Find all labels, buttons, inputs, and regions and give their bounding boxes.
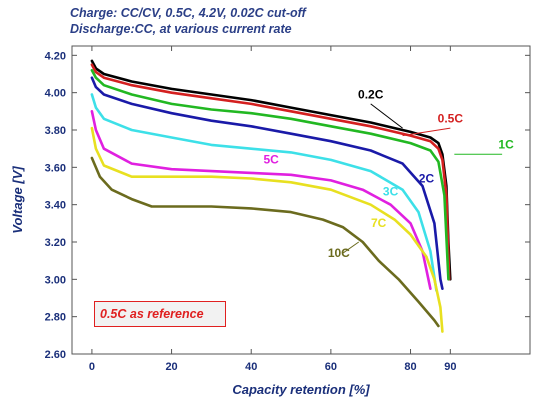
x-tick-label: 0 [89, 361, 95, 373]
series-line-2C [90, 76, 444, 290]
label-pointer-0-5C [402, 127, 451, 137]
series-label-7C: 7C [371, 216, 387, 230]
series-label-2C: 2C [419, 171, 435, 185]
x-tick-label: 80 [404, 361, 416, 373]
x-tick-label: 20 [165, 361, 177, 373]
series-label-0-5C: 0.5C [438, 112, 464, 126]
y-tick-label: 3.00 [45, 274, 66, 286]
series-label-3C: 3C [383, 184, 399, 198]
series-line-1C [90, 69, 450, 281]
y-axis-label: Voltage [V] [10, 166, 25, 234]
series-layer [90, 59, 452, 333]
x-tick-label: 40 [245, 361, 257, 373]
x-tick-label: 90 [444, 361, 456, 373]
y-tick-label: 2.60 [45, 349, 66, 361]
series-label-10C: 10C [328, 246, 350, 260]
series-labels-layer: 0.2C 0.5C 1C 2C 3C 5C 7C 10C [263, 87, 514, 260]
label-pointer-10C [342, 241, 360, 254]
series-label-1C: 1C [498, 138, 514, 152]
series-line-0-5C [90, 63, 451, 281]
label-pointer-0-2C [370, 103, 403, 129]
x-tick-label: 60 [325, 361, 337, 373]
reference-note-box [94, 301, 226, 327]
axes-layer: 2.60 2.80 3.00 3.20 3.40 3.60 3.80 4.00 4.20 0 20 4… [10, 45, 531, 397]
reference-note-text: 0.5C as reference [100, 307, 204, 321]
series-label-5C: 5C [263, 153, 279, 167]
chart-header-line1: Charge: CC/CV, 0.5C, 4.2V, 0.02C cut-off [70, 6, 306, 20]
series-line-10C [90, 156, 440, 328]
series-line-7C [90, 126, 444, 333]
series-line-0-2C [90, 59, 452, 281]
y-tick-label: 3.60 [45, 162, 66, 174]
y-tick-label: 4.20 [45, 50, 66, 62]
y-tick-label: 2.80 [45, 312, 66, 324]
y-tick-label: 3.80 [45, 125, 66, 137]
x-axis-label: Capacity retention [%] [232, 382, 370, 397]
chart-header-line2: Discharge:CC, at various current rate [70, 22, 292, 36]
y-tick-label: 3.20 [45, 237, 66, 249]
plot-frame [71, 45, 531, 355]
series-line-3C [90, 93, 438, 292]
y-tick-label: 4.00 [45, 88, 66, 100]
series-label-0-2C: 0.2C [358, 87, 384, 101]
series-line-5C [90, 110, 432, 290]
y-tick-label: 3.40 [45, 200, 66, 212]
